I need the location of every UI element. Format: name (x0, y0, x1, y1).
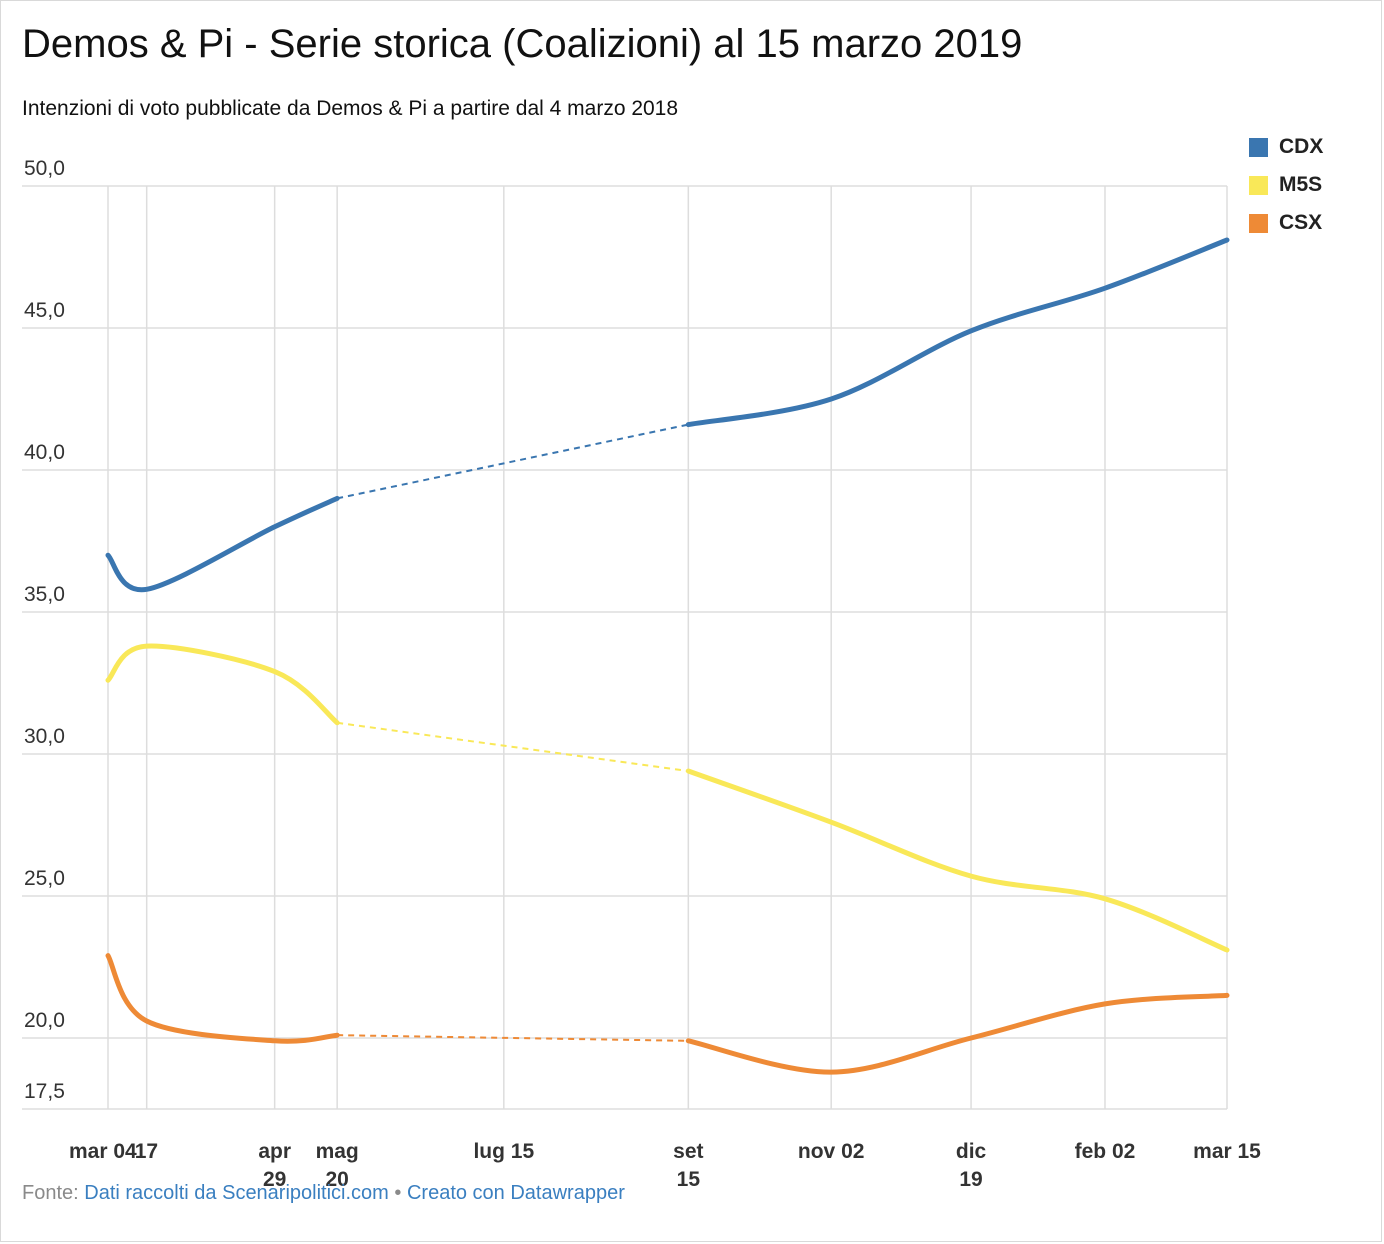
datawrapper-link[interactable]: Creato con Datawrapper (406, 1182, 625, 1204)
y-tick-label: 25,0 (24, 867, 65, 890)
x-tick-label-line2: 29 (263, 1168, 286, 1191)
legend-label: CSX (1279, 211, 1323, 234)
x-tick-label-line2: 19 (959, 1168, 982, 1191)
y-tick-label: 40,0 (24, 441, 65, 464)
x-tick-label: 17 (135, 1140, 158, 1163)
legend-item-m5s: M5S (1249, 166, 1323, 204)
x-tick-label: mag (316, 1140, 359, 1163)
cdx-line-gap (336, 423, 689, 500)
x-tick-label: apr (258, 1140, 291, 1163)
footer-prefix: Fonte: (22, 1182, 79, 1204)
m5s-line-segment-1 (105, 643, 340, 726)
x-tick-label-line2: 15 (677, 1168, 701, 1191)
x-tick-label: mar 15 (1193, 1140, 1261, 1163)
x-tick-label: nov 02 (798, 1140, 865, 1163)
legend: CDX M5S CSX (1249, 128, 1323, 242)
y-tick-label: 50,0 (24, 157, 65, 180)
y-axis-tick-labels: 50,0 45,0 40,0 35,0 30,0 25,0 20,0 17,5 (24, 157, 65, 1103)
legend-item-csx: CSX (1249, 204, 1323, 242)
x-tick-label: mar 04 (69, 1140, 137, 1163)
x-tick-label: dic (956, 1140, 987, 1163)
m5s-line-gap (337, 721, 689, 773)
y-tick-label: 30,0 (24, 725, 65, 748)
footer: Fonte: Dati raccolti da Scenaripolitici.… (22, 1182, 625, 1205)
x-tick-label-line2: 20 (325, 1168, 348, 1191)
series-lines (105, 237, 1230, 1075)
legend-swatch (1249, 175, 1268, 195)
x-tick-label: set (673, 1140, 703, 1163)
legend-swatch (1249, 137, 1268, 157)
y-tick-label: 35,0 (24, 583, 65, 606)
cdx-line-segment-1 (105, 495, 340, 593)
csx-line-segment-1 (105, 953, 340, 1044)
footer-separator: • (394, 1182, 402, 1204)
y-tick-label: 20,0 (24, 1009, 65, 1032)
m5s-line-segment-2 (685, 768, 1230, 953)
x-tick-label: feb 02 (1075, 1140, 1136, 1163)
y-tick-label: 45,0 (24, 299, 65, 322)
legend-label: M5S (1279, 173, 1323, 196)
x-tick-label: lug 15 (473, 1140, 534, 1163)
legend-swatch (1249, 213, 1268, 233)
cdx-line-segment-2 (685, 237, 1230, 428)
y-tick-label: 17,5 (24, 1080, 65, 1103)
gridlines (22, 185, 1228, 1110)
csx-line-gap (337, 1034, 689, 1042)
legend-label: CDX (1279, 135, 1324, 158)
chart-title: Demos & Pi - Serie storica (Coalizioni) … (22, 22, 1023, 66)
source-link[interactable]: Dati raccolti da Scenaripolitici.com (84, 1182, 389, 1204)
chart-subtitle: Intenzioni di voto pubblicate da Demos &… (22, 97, 679, 120)
csx-line-segment-2 (685, 992, 1230, 1075)
legend-item-cdx: CDX (1249, 128, 1323, 166)
